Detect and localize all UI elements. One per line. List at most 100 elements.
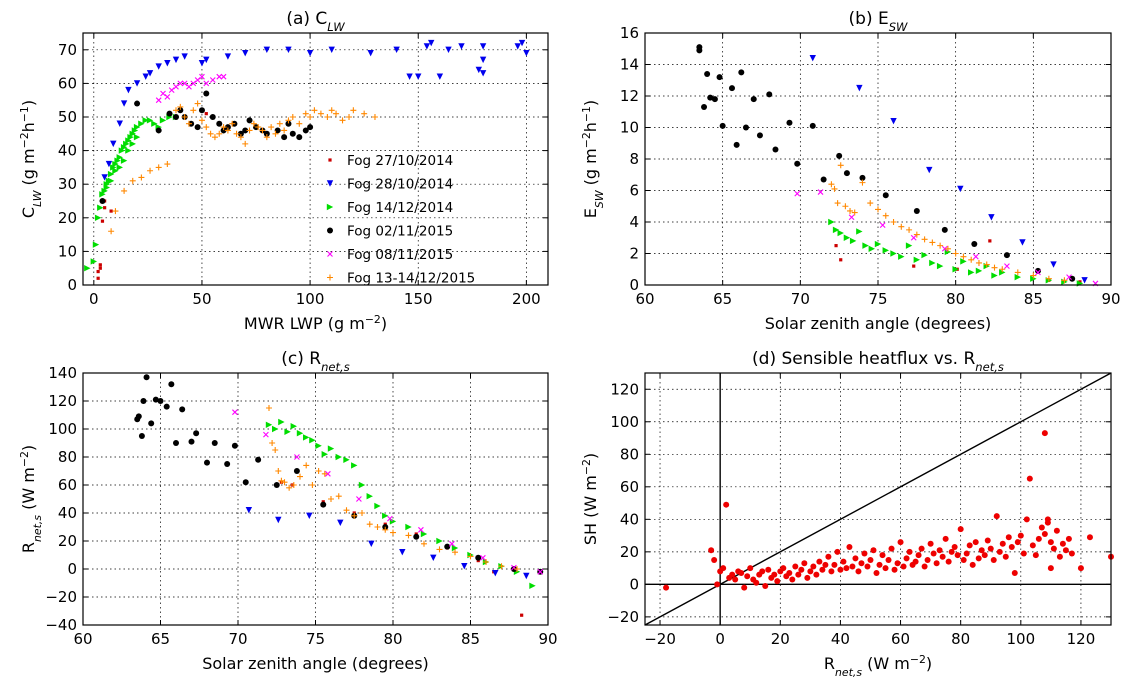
data-point <box>359 510 365 516</box>
data-point <box>367 49 374 57</box>
data-point <box>315 442 322 449</box>
data-point <box>103 184 110 191</box>
data-point <box>321 451 328 458</box>
data-point <box>747 565 754 572</box>
x-tick-label: 75 <box>306 630 325 648</box>
data-point <box>303 434 310 441</box>
data-point <box>1050 545 1057 552</box>
data-point <box>663 584 670 591</box>
data-point <box>193 430 200 437</box>
data-point <box>918 545 925 552</box>
data-point <box>281 134 288 141</box>
data-point <box>794 160 801 167</box>
data-point <box>766 91 773 98</box>
data-point <box>297 473 303 480</box>
data-point <box>1002 553 1009 560</box>
data-point <box>720 565 727 572</box>
data-point <box>224 53 232 60</box>
x-tick-label: 200 <box>512 290 541 308</box>
data-point <box>701 104 708 111</box>
data-point <box>242 127 249 134</box>
data-point <box>741 584 748 591</box>
data-point <box>891 566 898 573</box>
y-tick-label: 20 <box>620 543 639 561</box>
data-point <box>523 572 530 580</box>
data-point <box>114 157 121 164</box>
data-point <box>289 130 296 137</box>
data-point <box>957 185 964 193</box>
data-point <box>155 97 162 104</box>
data-point <box>198 117 205 124</box>
data-point <box>143 374 150 381</box>
data-point <box>801 560 808 567</box>
data-point <box>733 141 740 148</box>
data-point <box>285 117 292 124</box>
data-point <box>181 53 188 60</box>
data-point <box>834 200 841 207</box>
y-tick-label: 10 <box>620 119 639 137</box>
data-point <box>963 550 970 557</box>
data-point <box>164 60 171 67</box>
data-point <box>876 561 883 568</box>
data-point <box>1035 269 1041 276</box>
data-point <box>155 164 162 171</box>
data-point <box>368 540 375 547</box>
data-point <box>216 130 223 137</box>
data-point <box>475 554 482 561</box>
x-tick-label: −20 <box>644 630 676 648</box>
data-point <box>849 563 856 570</box>
series-3 <box>84 113 180 272</box>
y-tick-label: 0 <box>629 575 639 593</box>
data-point <box>289 114 296 120</box>
data-point <box>428 39 435 47</box>
data-point <box>771 571 778 578</box>
data-point <box>116 120 123 127</box>
legend-marker <box>327 227 333 234</box>
y-tick-label: −40 <box>45 616 77 634</box>
data-point <box>307 114 314 120</box>
data-point <box>445 46 452 53</box>
x-tick-label: 20 <box>771 630 790 648</box>
data-point <box>272 447 279 453</box>
data-point <box>185 120 192 127</box>
data-point <box>290 423 297 430</box>
data-point <box>181 80 188 87</box>
data-point <box>762 582 769 589</box>
data-point <box>284 428 291 435</box>
data-point <box>996 548 1003 555</box>
data-point <box>194 124 201 131</box>
data-point <box>186 83 192 90</box>
data-point <box>795 571 802 578</box>
data-point <box>514 43 521 50</box>
data-point <box>879 222 886 229</box>
data-point <box>825 553 832 560</box>
legend: Fog 27/10/2014 Fog 28/10/2014 Fog 14/12/20… <box>326 153 475 287</box>
data-point <box>905 242 913 249</box>
data-point <box>1069 275 1076 282</box>
data-point <box>890 219 897 225</box>
y-tick-label: 16 <box>620 24 639 42</box>
data-point <box>978 547 985 554</box>
panel-d: −20 0 20 40 60 80 100 120 −20 0 20 40 60 80 100 120 (d) … <box>580 349 1114 679</box>
data-point <box>273 482 280 488</box>
data-point <box>738 69 745 76</box>
data-point <box>118 147 126 154</box>
data-point <box>999 269 1006 276</box>
data-point <box>479 56 487 64</box>
data-point <box>163 403 170 410</box>
series-5 <box>232 409 544 575</box>
data-point <box>831 185 838 192</box>
data-point <box>1068 550 1075 557</box>
data-point <box>894 560 901 567</box>
data-point <box>836 152 843 159</box>
data-point <box>356 496 362 502</box>
data-point <box>913 231 920 238</box>
data-point <box>366 493 373 500</box>
data-point <box>112 160 119 168</box>
data-point <box>926 166 933 174</box>
data-point <box>179 406 186 413</box>
data-point <box>834 548 841 555</box>
data-point <box>789 576 796 583</box>
x-tick-label: 50 <box>192 290 211 308</box>
